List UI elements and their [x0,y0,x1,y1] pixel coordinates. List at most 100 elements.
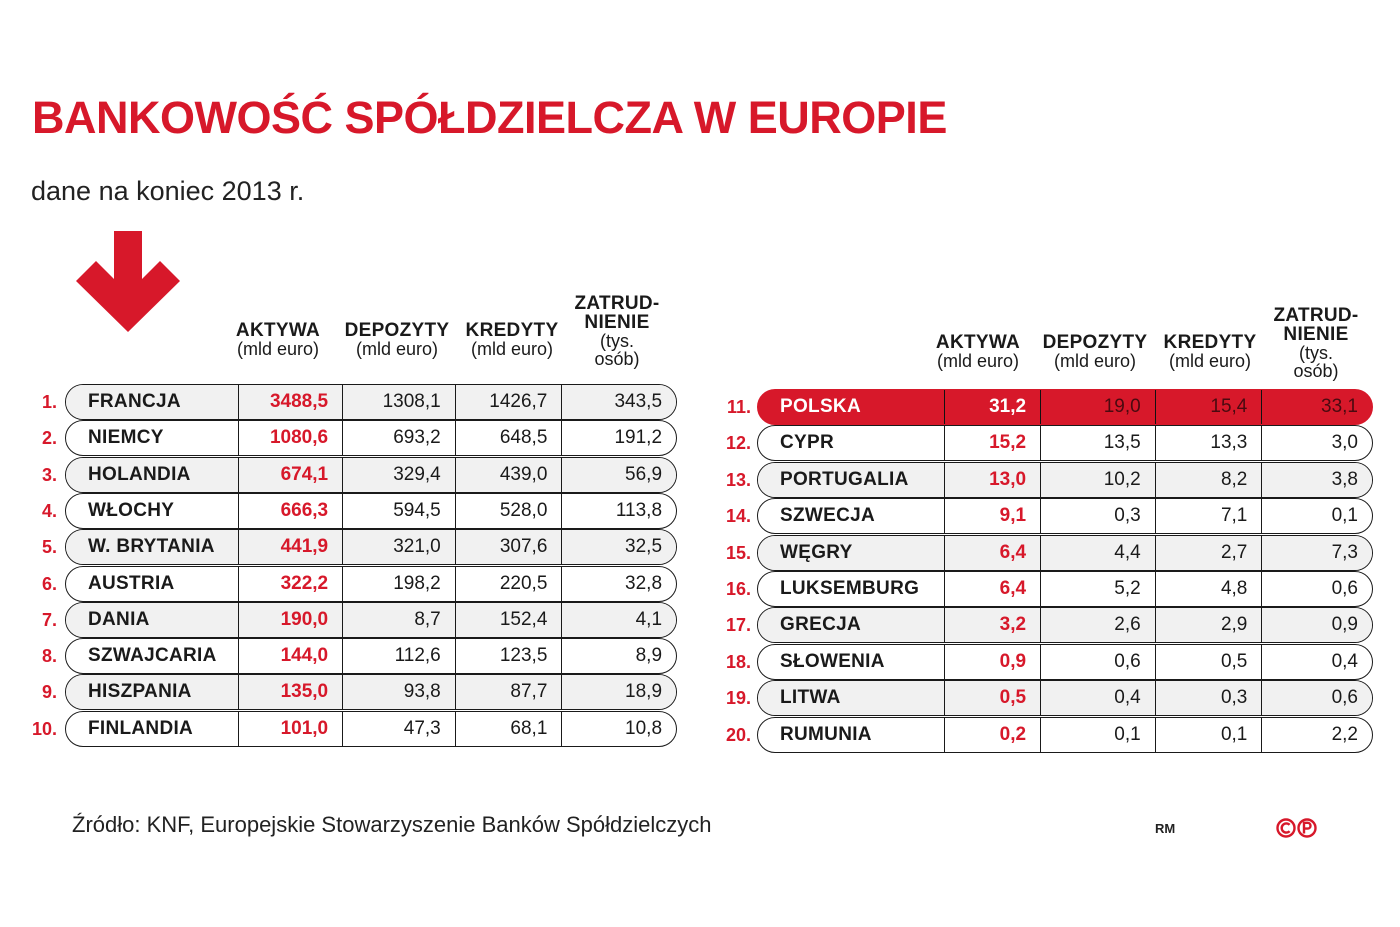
cell-country: WĘGRY [758,535,945,570]
row-cells: DANIA 190,0 8,7 152,4 4,1 [65,601,677,638]
table-row: 17. GRECJA 3,2 2,6 2,9 0,9 [712,607,1374,644]
column-header-kredyty: KREDYTY (mld euro) [1163,332,1257,371]
cell-country: PORTUGALIA [758,462,945,497]
cell-zatrudnienie: 191,2 [561,421,676,456]
cell-zatrudnienie: 32,8 [561,566,676,601]
cell-zatrudnienie: 8,9 [561,639,676,674]
cell-country: GRECJA [758,608,945,643]
cell-country: HOLANDIA [66,457,239,492]
cell-depozyty: 198,2 [342,566,455,601]
cell-depozyty: 1308,1 [342,385,455,419]
cell-aktywa: 322,2 [238,566,342,601]
cell-kredyty: 8,2 [1154,462,1262,497]
row-rank: 20. [725,724,751,745]
row-cells: LUKSEMBURG 6,4 5,2 4,8 0,6 [757,571,1373,607]
column-header-zatrudnienie: ZATRUD- NIENIE (tys. osób) [574,293,660,369]
cell-zatrudnienie: 0,1 [1261,499,1372,534]
row-rank: 2. [41,428,57,449]
cell-kredyty: 152,4 [454,602,562,637]
row-cells: FINLANDIA 101,0 47,3 68,1 10,8 [65,710,677,747]
cell-country: W. BRYTANIA [66,530,239,565]
row-rank: 6. [41,573,57,594]
column-header-depozyty: DEPOZYTY (mld euro) [344,320,450,359]
cell-kredyty: 2,7 [1154,535,1262,570]
cell-country: NIEMCY [88,427,164,449]
cell-country: SZWECJA [780,505,875,527]
cell-aktywa: 1080,6 [238,421,342,456]
cell-zatrudnienie: 32,5 [561,530,676,565]
table-row: 12. CYPR 15,2 13,5 13,3 3,0 [712,425,1374,462]
table-row: 8. SZWAJCARIA 144,0 112,6 123,5 8,9 [20,638,680,675]
cell-aktywa: 0,5 [944,681,1041,716]
table-row: 16. LUKSEMBURG 6,4 5,2 4,8 0,6 [712,571,1374,607]
table-row: 5. W. BRYTANIA 441,9 321,0 307,6 32,5 [20,529,680,566]
cell-zatrudnienie: 56,9 [561,457,676,492]
cell-country: WŁOCHY [88,499,175,521]
cell-zatrudnienie: 7,3 [1261,535,1372,570]
row-cells: CYPR 15,2 13,5 13,3 3,0 [757,425,1373,462]
table-row: 1. FRANCJA 3488,5 1308,1 1426,7 343,5 [20,384,680,420]
cell-depozyty: 47,3 [342,711,455,746]
cell-aktywa: 441,9 [238,530,343,565]
table-row: 7. DANIA 190,0 8,7 152,4 4,1 [20,601,680,638]
row-rank: 10. [31,718,57,739]
cell-depozyty: 321,0 [342,530,455,565]
cell-country: SZWAJCARIA [88,645,217,667]
cell-kredyty: 7,1 [1154,499,1262,534]
row-rank: 7. [41,609,57,630]
row-cells: W. BRYTANIA 441,9 321,0 307,6 32,5 [65,529,677,566]
cell-country: AUSTRIA [88,572,175,594]
cp-logo-icon [1276,818,1317,838]
cell-depozyty: 329,4 [342,457,455,492]
row-rank: 5. [41,537,57,558]
row-cells: FRANCJA 3488,5 1308,1 1426,7 343,5 [65,384,677,420]
cell-depozyty: 13,5 [1040,426,1155,461]
row-cells: SZWAJCARIA 144,0 112,6 123,5 8,9 [65,638,677,675]
cell-kredyty: 87,7 [454,675,562,710]
page-title: BANKOWOŚĆ SPÓŁDZIELCZA W EUROPIE [32,92,947,143]
column-header-depozyty: DEPOZYTY (mld euro) [1042,332,1148,371]
row-cells: SŁOWENIA 0,9 0,6 0,5 0,4 [757,643,1373,680]
row-cells: LITWA 0,5 0,4 0,3 0,6 [757,680,1373,717]
cell-country: RUMUNIA [780,723,872,745]
cell-kredyty: 1426,7 [454,385,562,419]
table-row: 18. SŁOWENIA 0,9 0,6 0,5 0,4 [712,643,1374,680]
cell-country: FINLANDIA [88,717,194,739]
row-cells: NIEMCY 1080,6 693,2 648,5 191,2 [65,420,677,457]
cell-aktywa: 13,0 [944,462,1041,497]
row-rank: 9. [41,682,57,703]
cell-kredyty: 0,3 [1154,681,1262,716]
row-cells: PORTUGALIA 13,0 10,2 8,2 3,8 [757,461,1373,498]
row-rank: 3. [41,464,57,485]
cell-depozyty: 93,8 [342,675,455,710]
cell-aktywa: 3488,5 [238,385,343,419]
cell-country: SŁOWENIA [780,650,885,672]
arrow-down-icon [76,231,180,332]
column-header-aktywa: AKTYWA (mld euro) [935,332,1021,371]
cell-depozyty: 4,4 [1040,535,1155,570]
cell-depozyty: 0,6 [1040,644,1155,679]
column-header-zatrudnienie: ZATRUD- NIENIE (tys. osób) [1273,305,1359,381]
cell-aktywa: 0,9 [944,644,1040,679]
cell-country: HISZPANIA [66,675,239,710]
table-row: 11. POLSKA 31,2 19,0 15,4 33,1 [712,389,1374,425]
cell-zatrudnienie: 2,2 [1261,717,1372,752]
cell-depozyty: 19,0 [1040,390,1155,424]
cell-zatrudnienie: 0,9 [1261,608,1372,643]
table-row: 6. AUSTRIA 322,2 198,2 220,5 32,8 [20,565,680,602]
cell-zatrudnienie: 0,6 [1261,572,1372,606]
source-note: Źródło: KNF, Europejskie Stowarzyszenie … [72,812,712,837]
row-rank: 19. [725,688,751,709]
table-row: 13. PORTUGALIA 13,0 10,2 8,2 3,8 [712,461,1374,498]
row-rank: 18. [725,651,751,672]
cell-zatrudnienie: 343,5 [561,385,676,419]
row-rank: 1. [41,392,57,412]
table-row: 2. NIEMCY 1080,6 693,2 648,5 191,2 [20,420,680,457]
row-cells: HOLANDIA 674,1 329,4 439,0 56,9 [65,456,677,493]
cell-kredyty: 15,4 [1154,390,1262,424]
cell-aktywa: 3,2 [944,608,1041,643]
row-rank: 14. [725,506,751,527]
cell-aktywa: 15,2 [944,426,1040,461]
cell-depozyty: 0,1 [1040,717,1155,752]
row-rank: 17. [725,615,751,636]
